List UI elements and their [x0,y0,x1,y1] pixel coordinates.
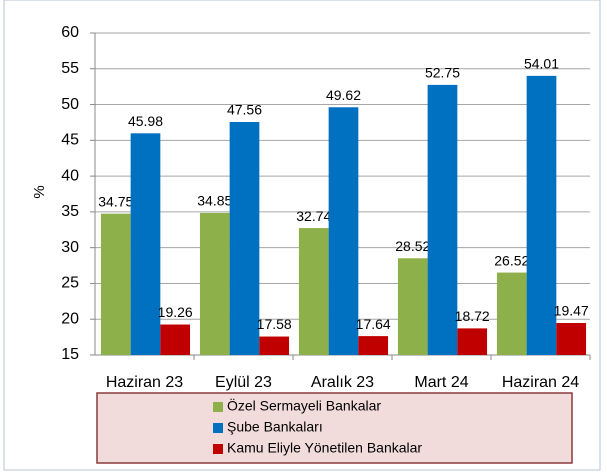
y-tick-label: 40 [61,167,79,184]
bar [199,212,230,355]
y-tick-label: 60 [61,24,79,41]
y-tick-label: 55 [61,60,79,77]
bar [556,323,587,355]
bar [229,122,260,356]
bar [130,133,161,355]
legend-label: Kamu Eliyle Yönetilen Bankalar [227,440,422,456]
y-tick-label: 50 [61,96,79,113]
y-tick-label: 35 [61,203,79,220]
data-label: 52.75 [425,65,460,81]
bar [328,107,359,356]
data-label: 28.52 [395,238,430,254]
bar [358,336,389,355]
data-label: 45.98 [128,113,163,129]
data-label: 19.26 [158,304,193,320]
legend [96,392,573,464]
bar [526,75,557,355]
data-label: 54.01 [524,56,559,72]
legend-label: Özel Sermayeli Bankalar [227,397,381,414]
y-tick-label: 25 [61,275,79,292]
data-label: 17.64 [356,316,391,332]
bar [397,258,428,355]
y-tick-label: 20 [61,310,79,327]
data-label: 49.62 [326,87,361,103]
x-tick-label: Aralık 23 [311,374,374,391]
data-label: 17.58 [257,316,292,332]
bar [496,272,527,355]
y-tick-label: 45 [61,132,79,149]
data-label: 34.75 [98,193,133,209]
y-tick-label: 15 [61,346,79,363]
data-label: 34.85 [197,193,232,209]
data-label: 26.52 [494,252,529,268]
legend-swatch [213,444,223,454]
bar [457,328,488,355]
data-label: 19.47 [554,303,589,319]
data-label: 32.74 [296,208,331,224]
bar [100,213,131,355]
legend-label: Şube Bankaları [227,419,323,435]
data-label: 47.56 [227,102,262,118]
bar [427,84,458,355]
y-tick-label: 30 [61,239,79,256]
x-tick-label: Eylül 23 [215,374,272,391]
bar [298,228,329,355]
x-tick-label: Mart 24 [414,374,468,391]
x-tick-label: Haziran 23 [106,374,183,391]
bar [160,324,191,355]
legend-swatch [213,423,223,433]
data-label: 18.72 [455,308,490,324]
y-axis-label: % [31,185,48,198]
bar [259,336,290,355]
x-tick-label: Haziran 24 [502,374,579,391]
legend-swatch [213,402,223,412]
